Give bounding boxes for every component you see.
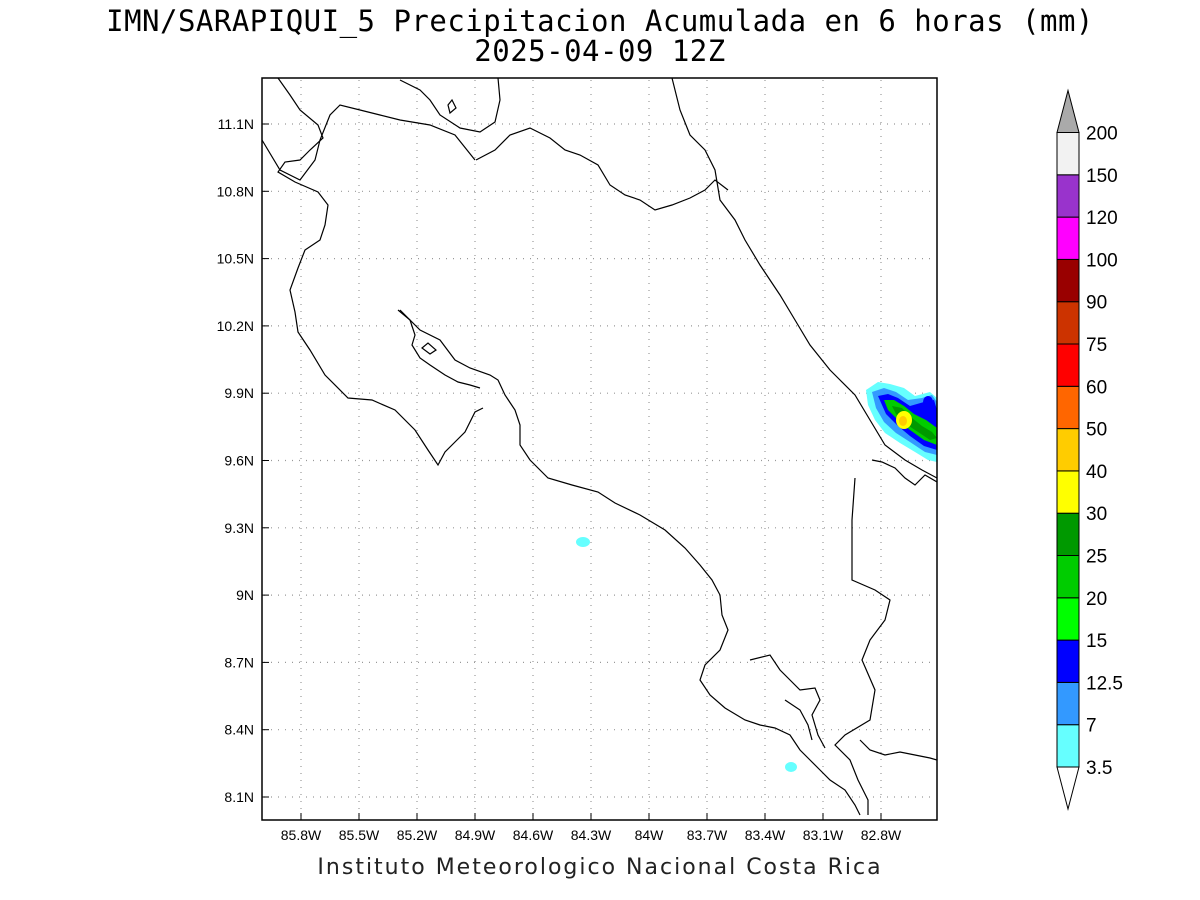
colorbar-label: 30 xyxy=(1086,504,1107,525)
colorbar-segment xyxy=(1056,512,1080,557)
osa-peninsula xyxy=(749,654,826,749)
map-frame xyxy=(261,77,938,821)
chart-title: IMN/SARAPIQUI_5 Precipitacion Acumulada … xyxy=(106,4,1094,38)
latitude-axis: 8.1N 8.4N 8.7N 9N 9.3N 9.6N 9.9N 10.2N 10.5N 10.8… xyxy=(217,116,269,805)
colorbar-segment xyxy=(1056,639,1080,683)
chart-subtitle: 2025-04-09 12Z xyxy=(474,34,726,68)
colorbar-label: 50 xyxy=(1086,420,1107,441)
colorbar-label: 200 xyxy=(1086,124,1118,145)
colorbar-segment xyxy=(1056,216,1080,260)
coastline xyxy=(262,78,937,816)
rain-spot-central xyxy=(576,537,590,547)
pacific-coast-north xyxy=(277,78,484,467)
colorbar-label: 100 xyxy=(1086,250,1118,271)
colorbar-label: 40 xyxy=(1086,462,1107,483)
nicaragua-south-coast xyxy=(475,127,729,211)
colorbar-label: 3.5 xyxy=(1086,758,1112,779)
colorbar-segment xyxy=(1056,428,1080,472)
lon-tick-label: 83.4W xyxy=(745,827,786,843)
lat-tick-label: 10.2N xyxy=(217,318,254,334)
rain-spot-south xyxy=(785,762,797,772)
colorbar-segment xyxy=(1056,343,1080,387)
pacific-coast-central xyxy=(399,309,861,816)
panama-border xyxy=(834,477,891,815)
colorbar-segment xyxy=(1056,724,1080,768)
lake-island xyxy=(447,98,457,115)
colorbar: 3.5 7 12.5 15 20 25 30 40 50 60 75 90 100 120 150 200 xyxy=(1056,88,1123,811)
lat-tick-label: 8.4N xyxy=(224,722,254,738)
longitude-axis: 85.8W 85.5W 85.2W 84.9W 84.6W 84.3W 84W 83.7W 83… xyxy=(281,813,902,843)
colorbar-segment xyxy=(1056,132,1080,176)
map-grid xyxy=(264,80,935,818)
rain-max-40mm xyxy=(899,416,907,426)
lon-tick-label: 85.5W xyxy=(339,827,380,843)
lat-tick-label: 9.3N xyxy=(224,520,254,536)
panama-caribbean xyxy=(871,459,937,486)
colorbar-segment xyxy=(1056,301,1080,345)
colorbar-segment xyxy=(1056,470,1080,514)
lon-tick-label: 85.2W xyxy=(397,827,438,843)
caribbean-coast xyxy=(671,78,937,479)
colorbar-segment xyxy=(1056,597,1080,641)
lon-tick-label: 85.8W xyxy=(281,827,322,843)
colorbar-segment xyxy=(1056,174,1080,218)
colorbar-label: 120 xyxy=(1086,208,1118,229)
lat-tick-label: 10.5N xyxy=(217,251,254,267)
colorbar-label: 90 xyxy=(1086,293,1107,314)
colorbar-label: 15 xyxy=(1086,631,1107,652)
colorbar-label: 75 xyxy=(1086,335,1107,356)
nicoya-gulf-coast xyxy=(397,309,481,389)
colorbar-segment xyxy=(1056,555,1080,599)
lon-tick-label: 83.1W xyxy=(803,827,844,843)
colorbar-label: 60 xyxy=(1086,377,1107,398)
lake-nicaragua-shore xyxy=(399,78,501,133)
panama-pacific xyxy=(859,739,937,761)
colorbar-min-arrow xyxy=(1056,766,1080,811)
golfo-dulce xyxy=(784,699,813,741)
chira-island xyxy=(421,342,437,355)
lon-tick-label: 83.7W xyxy=(687,827,728,843)
lat-tick-label: 11.1N xyxy=(218,116,254,132)
lon-tick-label: 84.6W xyxy=(513,827,554,843)
colorbar-max-arrow xyxy=(1056,88,1080,133)
lat-tick-label: 8.1N xyxy=(224,789,254,805)
colorbar-label: 7 xyxy=(1086,716,1097,737)
colorbar-label: 12.5 xyxy=(1086,673,1123,694)
colorbar-label: 150 xyxy=(1086,166,1118,187)
footer-credit: Instituto Meteorologico Nacional Costa R… xyxy=(317,855,883,880)
lat-tick-label: 9.9N xyxy=(224,385,254,401)
lat-tick-label: 9.6N xyxy=(224,453,254,469)
colorbar-label: 20 xyxy=(1086,589,1107,610)
precipitation-shading xyxy=(576,382,937,772)
lon-tick-label: 84.9W xyxy=(455,827,496,843)
rain-cell-east xyxy=(923,396,933,408)
lon-tick-label: 82.8W xyxy=(861,827,902,843)
colorbar-segment xyxy=(1056,385,1080,430)
colorbar-segment xyxy=(1056,258,1080,303)
colorbar-label: 25 xyxy=(1086,547,1107,568)
colorbar-segment xyxy=(1056,681,1080,726)
lon-tick-label: 84W xyxy=(635,827,665,843)
lat-tick-label: 9N xyxy=(236,587,254,603)
lat-tick-label: 10.8N xyxy=(217,183,254,199)
nicaragua-border xyxy=(262,104,476,181)
lon-tick-label: 84.3W xyxy=(571,827,612,843)
lat-tick-label: 8.7N xyxy=(224,654,254,670)
